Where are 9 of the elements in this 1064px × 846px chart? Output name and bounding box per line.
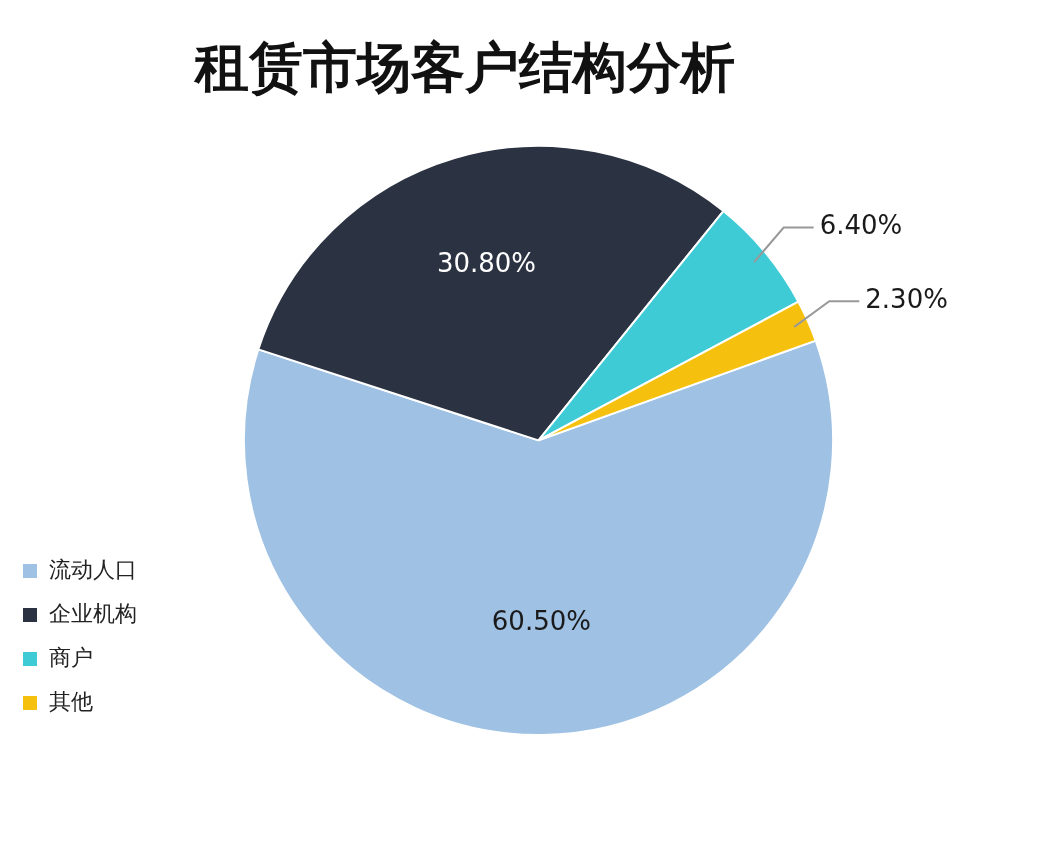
data-label: 60.50%: [491, 605, 591, 636]
data-label: 2.30%: [865, 284, 948, 315]
chart-title: 租赁市场客户结构分析: [193, 36, 735, 100]
data-label: 6.40%: [819, 210, 903, 241]
legend-label: 流动人口: [49, 556, 137, 582]
legend-label: 企业机构: [49, 600, 137, 626]
data-label: 30.80%: [436, 248, 537, 279]
legend-label: 其他: [49, 688, 93, 714]
legend-label: 商户: [49, 644, 93, 670]
